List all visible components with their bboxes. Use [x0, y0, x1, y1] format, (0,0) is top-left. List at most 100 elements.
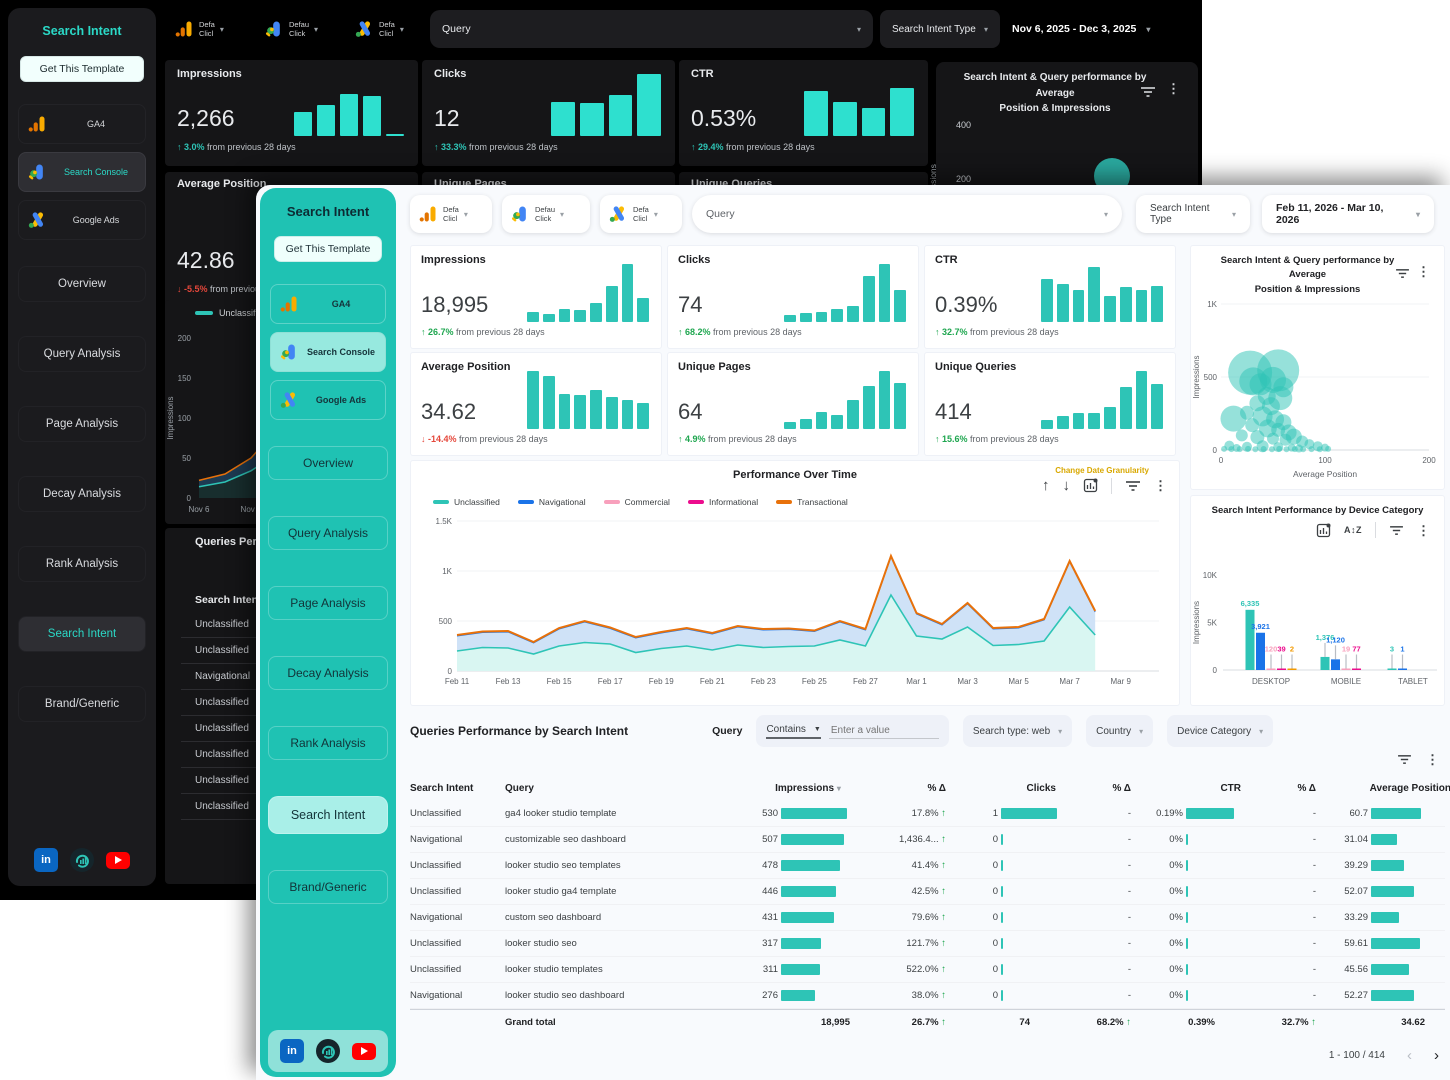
sidebar-item-query-analysis[interactable]: Query Analysis: [268, 516, 388, 550]
connector-google-ads[interactable]: Google Ads: [18, 200, 146, 240]
search-intent-type-dropdown[interactable]: Search Intent Type ▾: [880, 10, 1000, 48]
search-type-dropdown[interactable]: Search type: web ▾: [962, 715, 1073, 747]
youtube-icon[interactable]: [352, 1039, 376, 1063]
sidebar-item-rank-analysis[interactable]: Rank Analysis: [268, 726, 388, 760]
filter-icon[interactable]: [1397, 754, 1412, 765]
sidebar-item-brand-generic[interactable]: Brand/Generic: [18, 686, 146, 722]
table-row[interactable]: Navigational customizable seo dashboard 50…: [410, 827, 1445, 853]
column-header-query[interactable]: Query: [505, 782, 534, 794]
country-dropdown[interactable]: Country ▾: [1086, 715, 1154, 747]
filter-icon[interactable]: [1395, 268, 1410, 279]
table-row[interactable]: Unclassified ga4 looker studio template 53…: [410, 801, 1445, 827]
column-header-impressions[interactable]: Impressions ▾: [740, 783, 890, 794]
connector-google-ads[interactable]: Google Ads: [270, 380, 386, 420]
column-header--[interactable]: % Δ: [927, 782, 947, 794]
scorecard-value: 2,266: [177, 105, 235, 131]
filter-icon[interactable]: [1125, 480, 1141, 492]
delta-cell: 1,436.4... ↑: [890, 834, 960, 845]
date-range-picker[interactable]: Feb 11, 2026 - Mar 10, 2026 ▾: [1262, 195, 1434, 233]
delta-cell: -: [1127, 834, 1131, 845]
next-page-icon[interactable]: ›: [1434, 1047, 1439, 1064]
connector-ga4[interactable]: GA4: [18, 104, 146, 144]
granularity-up-icon[interactable]: ↑: [1042, 477, 1050, 494]
google-ads-connector-chip[interactable]: Defa Clicl ▾: [600, 195, 682, 233]
scorecard-value: 42.86: [177, 247, 235, 273]
more-options-icon[interactable]: ⋮: [1426, 752, 1439, 767]
prev-page-icon[interactable]: ‹: [1407, 1047, 1412, 1064]
linkedin-icon[interactable]: in: [34, 848, 58, 872]
sidebar-item-page-analysis[interactable]: Page Analysis: [18, 406, 146, 442]
more-options-icon[interactable]: ⋮: [1417, 522, 1430, 538]
legend-swatch: [433, 500, 449, 504]
device-category-dropdown[interactable]: Device Category ▾: [1167, 715, 1274, 747]
background-sidebar: Search Intent Get This Template GA4 Searc…: [8, 8, 156, 886]
delta-arrow-and-value: ↑ 26.7%: [421, 327, 454, 337]
table-title: Queries Performance by Search Intent: [410, 724, 629, 738]
sidebar-item-decay-analysis[interactable]: Decay Analysis: [268, 656, 388, 690]
table-row[interactable]: Unclassified looker studio seo 317 121.7% ↑…: [410, 931, 1445, 957]
sparkline-bar: [831, 414, 843, 429]
column-header-average-position[interactable]: Average Position: [1369, 782, 1450, 794]
metric-cell: 530: [740, 808, 890, 819]
query-cell: looker studio seo templates: [505, 860, 621, 871]
svg-text:Nov 6: Nov 6: [189, 505, 210, 514]
sort-az-icon[interactable]: A↕Z: [1344, 525, 1362, 535]
sidebar-item-page-analysis[interactable]: Page Analysis: [268, 586, 388, 620]
ga4-connector-chip[interactable]: Defa Clicl ▾: [168, 10, 246, 48]
search-intent-type-dropdown[interactable]: Search Intent Type ▾: [1136, 195, 1250, 233]
date-range-picker[interactable]: Nov 6, 2025 - Dec 3, 2025 ▾: [1012, 23, 1151, 35]
more-options-icon[interactable]: ⋮: [1167, 81, 1180, 96]
table-row[interactable]: Unclassified looker studio ga4 template 44…: [410, 879, 1445, 905]
get-template-button[interactable]: Get This Template: [274, 236, 382, 262]
delta-value: 17.8%: [911, 808, 942, 819]
granularity-down-icon[interactable]: ↓: [1062, 477, 1071, 494]
chart-options-icon[interactable]: [1316, 523, 1331, 538]
column-header--[interactable]: % Δ: [1297, 782, 1317, 794]
get-template-button[interactable]: Get This Template: [20, 56, 144, 82]
chart-options-icon[interactable]: [1083, 478, 1098, 493]
sidebar-item-search-intent[interactable]: Search Intent: [268, 796, 388, 834]
metric-value: 0: [992, 912, 998, 923]
column-header-clicks[interactable]: Clicks: [1026, 782, 1056, 794]
more-options-icon[interactable]: ⋮: [1154, 478, 1167, 493]
sidebar-item-brand-generic[interactable]: Brand/Generic: [268, 870, 388, 904]
filter-icon[interactable]: [1389, 525, 1404, 536]
filter-value-input[interactable]: [828, 723, 939, 739]
search-console-connector-chip[interactable]: Defau Click ▾: [258, 10, 340, 48]
scorecard-delta: ↑ 32.7% from previous 28 days: [935, 327, 1059, 337]
google-ads-connector-chip[interactable]: Defa Clicl ▾: [348, 10, 426, 48]
search-console-connector-chip[interactable]: Defau Click ▾: [502, 195, 590, 233]
column-header--[interactable]: % Δ: [1112, 782, 1132, 794]
connector-search-console[interactable]: Search Console: [270, 332, 386, 372]
sidebar-item-rank-analysis[interactable]: Rank Analysis: [18, 546, 146, 582]
table-row[interactable]: Navigational custom seo dashboard 431 79.6%…: [410, 905, 1445, 931]
column-header-search-intent[interactable]: Search Intent: [410, 782, 474, 794]
connector-ga4[interactable]: GA4: [270, 284, 386, 324]
metric-value: 39.29: [1344, 860, 1368, 871]
sidebar-item-overview[interactable]: Overview: [18, 266, 146, 302]
scorecard-ctr: CTR 0.53% ↑ 29.4% from previous 28 days: [679, 60, 928, 166]
sidebar-item-search-intent[interactable]: Search Intent: [18, 616, 146, 652]
query-filter-input[interactable]: Query ▾: [430, 10, 873, 48]
table-row[interactable]: Unclassified looker studio seo templates 4…: [410, 853, 1445, 879]
youtube-icon[interactable]: [106, 848, 130, 872]
query-filter-input[interactable]: Query ▾: [692, 195, 1122, 233]
connector-search-console[interactable]: Search Console: [18, 152, 146, 192]
sidebar-item-query-analysis[interactable]: Query Analysis: [18, 336, 146, 372]
logo-icon[interactable]: [316, 1039, 340, 1063]
table-row[interactable]: Unclassified looker studio templates 311 52…: [410, 957, 1445, 983]
filter-icon[interactable]: [1140, 86, 1156, 98]
delta-value: 522.0%: [906, 964, 942, 975]
logo-icon[interactable]: [70, 848, 94, 872]
table-row[interactable]: Navigational looker studio seo dashboard 2…: [410, 983, 1445, 1009]
column-header-ctr[interactable]: CTR: [1220, 782, 1241, 794]
query-cell: custom seo dashboard: [505, 912, 602, 923]
ga4-connector-chip[interactable]: Defa Clicl ▾: [410, 195, 492, 233]
operator-dropdown[interactable]: Contains ▼: [766, 724, 821, 739]
sidebar-item-decay-analysis[interactable]: Decay Analysis: [18, 476, 146, 512]
linkedin-icon[interactable]: in: [280, 1039, 304, 1063]
scorecard-label: Impressions: [177, 68, 242, 80]
more-options-icon[interactable]: ⋮: [1417, 264, 1430, 279]
sidebar-item-overview[interactable]: Overview: [268, 446, 388, 480]
delta-arrow-and-value: ↑ 32.7%: [935, 327, 968, 337]
